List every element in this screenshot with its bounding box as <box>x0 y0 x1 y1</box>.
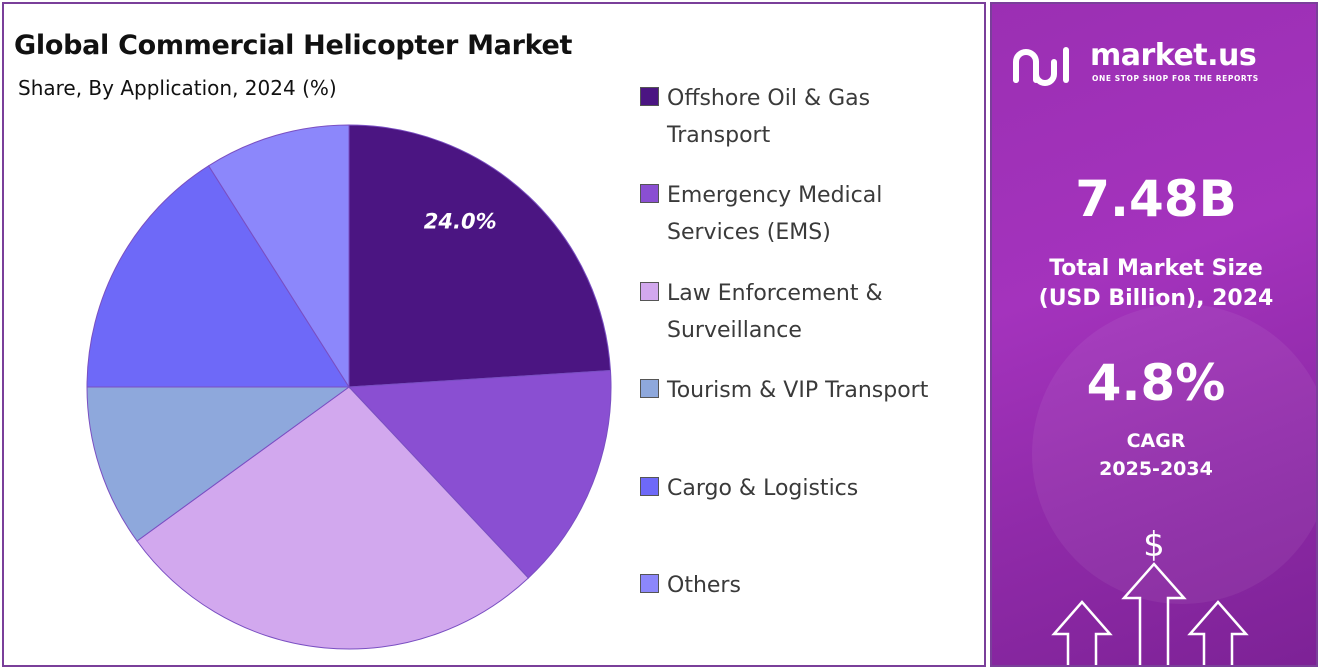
legend-label-6: Others <box>667 573 741 598</box>
market-size-value: 7.48B <box>1075 170 1237 228</box>
legend-item-2: Emergency Medical Services (EMS) <box>640 177 980 251</box>
brand-tagline: ONE STOP SHOP FOR THE REPORTS <box>1092 74 1259 83</box>
legend-swatch-5 <box>640 477 659 496</box>
summary-panel: market.us ONE STOP SHOP FOR THE REPORTS … <box>990 2 1318 667</box>
pie-slice-6 <box>207 124 350 389</box>
legend-swatch-3 <box>640 282 659 301</box>
legend-swatch-6 <box>640 574 659 593</box>
cagr-value: 4.8% <box>1086 354 1226 412</box>
background-glow <box>1032 304 1316 604</box>
pie-slice-2 <box>347 370 612 579</box>
growth-arrows-icon: $ <box>1051 525 1249 665</box>
legend-item-1: Offshore Oil & Gas Transport <box>640 80 980 154</box>
legend-label-2: Emergency Medical Services (EMS) <box>667 183 883 245</box>
legend-label-4: Tourism & VIP Transport <box>667 378 929 403</box>
pie-slice-5 <box>86 165 350 388</box>
market-us-logo-icon <box>1013 47 1069 86</box>
pie-slice-4 <box>86 386 351 542</box>
brand-name: market.us <box>1090 38 1257 73</box>
cagr-label: CAGR <box>1126 430 1186 452</box>
market-size-label-year: (USD Billion), 2024 <box>1038 286 1274 311</box>
legend-label-5: Cargo & Logistics <box>667 476 859 501</box>
pie-slice-1 <box>348 124 612 388</box>
dollar-icon: $ <box>1143 525 1165 565</box>
brand-logo: market.us ONE STOP SHOP FOR THE REPORTS <box>1010 38 1310 90</box>
cagr-period: 2025-2034 <box>1099 458 1213 480</box>
legend-label-3: Law Enforcement & Surveillance <box>667 281 883 343</box>
legend-label-1: Offshore Oil & Gas Transport <box>667 86 871 148</box>
chart-title: Global Commercial Helicopter Market <box>14 30 573 61</box>
legend-item-3: Law Enforcement & Surveillance <box>640 275 980 349</box>
chart-panel: Global Commercial Helicopter Market Shar… <box>2 2 986 667</box>
market-size-label: Total Market Size <box>1049 256 1263 281</box>
legend-item-6: Others <box>640 567 980 604</box>
pie-chart: 24.0% <box>86 124 612 650</box>
legend-item-5: Cargo & Logistics <box>640 470 980 507</box>
chart-subtitle: Share, By Application, 2024 (%) <box>18 76 337 100</box>
legend-swatch-1 <box>640 87 659 106</box>
legend-swatch-2 <box>640 184 659 203</box>
pie-data-label-1: 24.0% <box>424 210 497 234</box>
pie-slice-3 <box>136 386 530 650</box>
legend-item-4: Tourism & VIP Transport <box>640 372 980 409</box>
chart-legend: Offshore Oil & Gas Transport Emergency Med… <box>640 80 980 610</box>
legend-swatch-4 <box>640 379 659 398</box>
